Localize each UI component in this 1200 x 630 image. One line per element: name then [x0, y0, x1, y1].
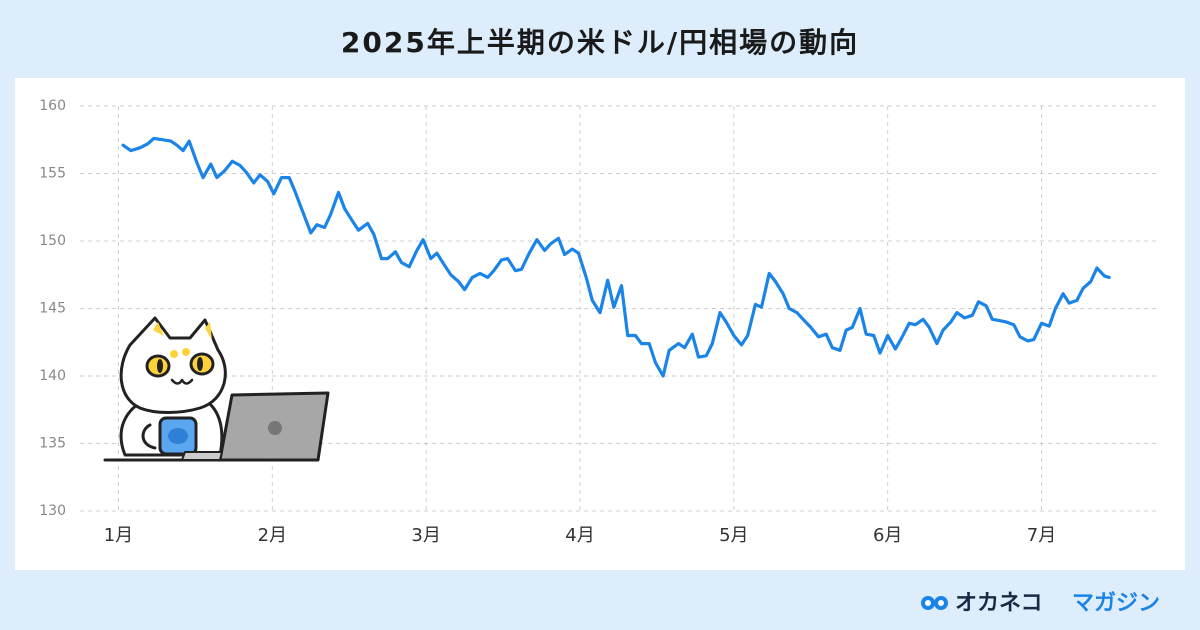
x-tick-label: 1月	[104, 525, 133, 546]
x-tick-label: 6月	[873, 525, 902, 546]
cat-illustration	[103, 316, 330, 462]
logo-suffix: マガジン	[1072, 591, 1160, 616]
x-tick-label: 5月	[719, 525, 748, 546]
x-tick-label: 3月	[411, 525, 440, 546]
y-tick-label: 160	[39, 98, 66, 114]
chart-title: 2025年上半期の米ドル/円相場の動向	[341, 26, 859, 59]
y-tick-label: 150	[39, 233, 66, 249]
line	[121, 136, 1111, 378]
grid	[80, 105, 1160, 512]
logo: オカネコ マガジン	[921, 591, 1160, 616]
logo-icon	[925, 600, 931, 606]
y-tick-label: 155	[39, 166, 66, 182]
logo-brand: オカネコ	[955, 591, 1043, 616]
logo-icon	[938, 600, 944, 606]
x-tick-label: 7月	[1027, 525, 1056, 546]
y-tick-label: 140	[39, 368, 66, 384]
x-tick-label: 2月	[258, 525, 287, 546]
y-tick-label: 130	[39, 503, 66, 519]
y-tick-label: 135	[39, 436, 66, 452]
x-tick-label: 4月	[565, 525, 594, 546]
y-tick-label: 145	[39, 301, 66, 317]
